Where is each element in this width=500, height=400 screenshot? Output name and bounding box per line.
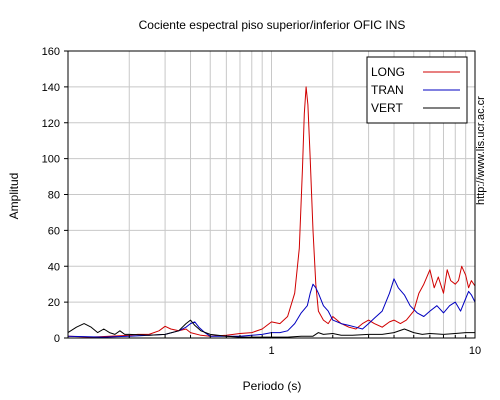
- y-tick-label: 80: [48, 190, 60, 202]
- chart-title: Cociente espectral piso superior/inferio…: [139, 18, 406, 32]
- series-line-tran: [67, 278, 476, 338]
- y-tick-label: 40: [48, 261, 60, 273]
- axis-ticks: 0 20 40 60 80 100 120 140 160 1 10: [42, 46, 481, 357]
- chart-series: [67, 86, 476, 338]
- y-tick-label: 120: [42, 118, 60, 130]
- legend-label: TRAN: [371, 83, 404, 97]
- legend: LONG TRAN VERT: [366, 56, 468, 124]
- series-line-long: [67, 86, 476, 338]
- y-tick-label: 20: [48, 297, 60, 309]
- y-axis-label: Amplitud: [7, 173, 21, 220]
- legend-label: VERT: [371, 101, 403, 115]
- y-tick-label: 0: [54, 333, 60, 345]
- x-tick-label: 10: [469, 345, 481, 357]
- y-tick-label: 140: [42, 82, 60, 94]
- legend-label: LONG: [371, 65, 405, 79]
- x-axis-label: Periodo (s): [243, 379, 302, 393]
- series-line-vert: [67, 319, 475, 338]
- website-url-text: http://www.lis.ucr.ac.cr: [475, 96, 487, 205]
- y-tick-label: 60: [48, 225, 60, 237]
- y-tick-label: 160: [42, 46, 60, 58]
- y-tick-label: 100: [42, 154, 60, 166]
- x-tick-label: 1: [268, 345, 274, 357]
